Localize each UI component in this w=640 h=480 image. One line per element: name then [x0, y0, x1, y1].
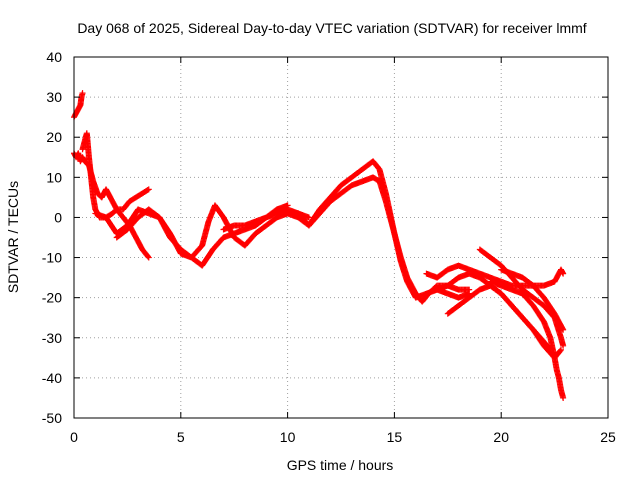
x-axis-label: GPS time / hours — [287, 457, 394, 473]
y-tick-label: -20 — [42, 290, 62, 306]
axis-ticks: 0 5 10 15 20 25 -50 -40 -30 -20 -10 0 10 20 30 40 — [42, 49, 616, 445]
x-tick-label: 20 — [493, 429, 509, 445]
data-point — [560, 342, 567, 349]
y-tick-label: -10 — [42, 250, 62, 266]
series-2 — [71, 90, 86, 121]
y-tick-label: -30 — [42, 330, 62, 346]
series-7 — [284, 174, 473, 301]
y-tick-label: 40 — [46, 49, 62, 65]
y-tick-label: 0 — [54, 209, 62, 225]
y-tick-label: 20 — [46, 129, 62, 145]
x-tick-label: 0 — [70, 429, 78, 445]
data-point — [145, 253, 152, 260]
y-tick-label: -40 — [42, 370, 62, 386]
chart-title: Day 068 of 2025, Sidereal Day-to-day VTE… — [77, 20, 586, 36]
x-tick-label: 5 — [177, 429, 185, 445]
data-point — [557, 347, 564, 354]
data-point — [145, 186, 152, 193]
plot-frame — [73, 56, 609, 419]
x-tick-label: 15 — [387, 429, 403, 445]
y-tick-label: -50 — [42, 410, 62, 426]
x-tick-label: 10 — [280, 429, 296, 445]
data-point — [79, 90, 86, 97]
series-13 — [498, 266, 567, 333]
series-12 — [487, 278, 567, 401]
series-10 — [444, 282, 554, 353]
data-point — [560, 326, 567, 333]
data-point — [145, 254, 152, 261]
x-tick-label: 25 — [600, 429, 616, 445]
y-axis-label: SDTVAR / TECUs — [5, 181, 21, 293]
y-tick-label: 10 — [46, 169, 62, 185]
data-point — [560, 270, 567, 277]
data-point — [558, 346, 565, 353]
data-point — [144, 187, 151, 194]
data-point — [305, 214, 312, 221]
data-point — [560, 394, 567, 401]
grid — [74, 57, 608, 418]
series-3 — [79, 130, 152, 221]
series-1 — [71, 150, 152, 261]
y-tick-label: 30 — [46, 89, 62, 105]
